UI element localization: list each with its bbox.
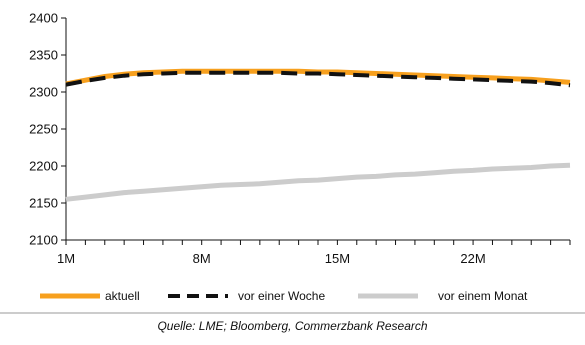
y-tick-label: 2150 bbox=[29, 196, 58, 211]
series-line-2 bbox=[65, 70, 571, 88]
series-layer bbox=[65, 68, 571, 202]
y-axis: 2100 2150 2200 2250 2300 2350 2400 bbox=[29, 11, 67, 248]
x-tick-label: 8M bbox=[193, 251, 211, 266]
x-tick-label: 1M bbox=[57, 251, 75, 266]
x-tick-label: 22M bbox=[460, 251, 485, 266]
y-tick-label: 2250 bbox=[29, 122, 58, 137]
series-line-3 bbox=[65, 162, 571, 202]
legend-label-1: aktuell bbox=[105, 289, 140, 303]
y-tick-label: 2300 bbox=[29, 85, 58, 100]
legend-label-3: vor einem Monat bbox=[438, 289, 528, 303]
y-tick-label: 2200 bbox=[29, 159, 58, 174]
legend-label-2: vor einer Woche bbox=[238, 289, 325, 303]
y-tick-label: 2350 bbox=[29, 48, 58, 63]
y-tick-label: 2400 bbox=[29, 11, 58, 26]
legend: aktuell vor einer Woche vor einem Monat bbox=[40, 289, 528, 303]
y-tick-label: 2100 bbox=[29, 233, 58, 248]
x-axis: 1M 8M 15M 22M bbox=[57, 239, 571, 266]
x-tick-label: 15M bbox=[325, 251, 350, 266]
source-note: Quelle: LME; Bloomberg, Commerzbank Rese… bbox=[157, 319, 428, 333]
